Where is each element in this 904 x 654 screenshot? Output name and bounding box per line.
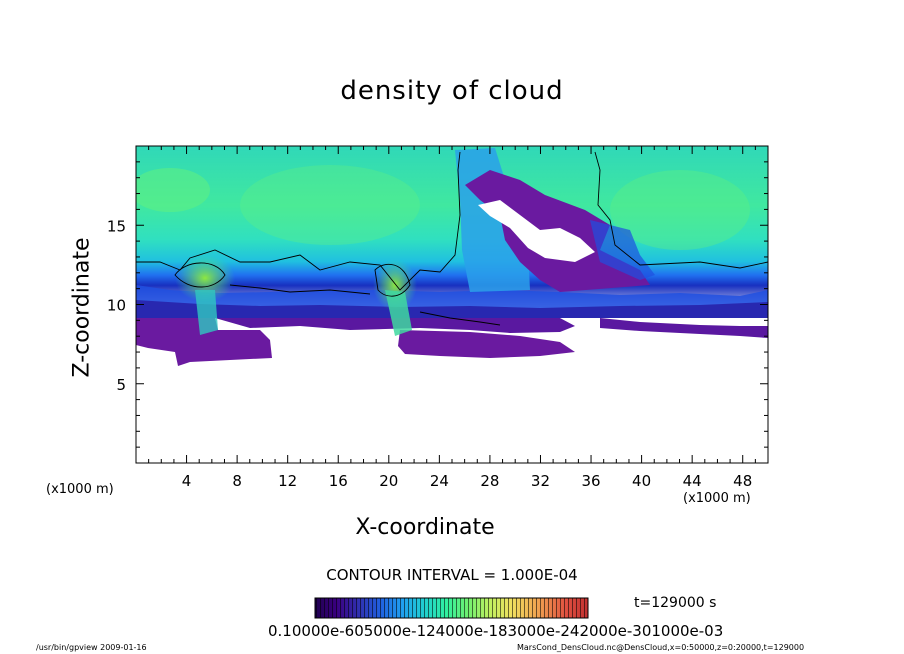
x-tick-label: 28 — [480, 472, 499, 490]
chart-title: density of cloud — [340, 76, 564, 106]
x-tick-label: 48 — [733, 472, 752, 490]
y-axis-ticks: 5 10 15 — [107, 161, 768, 448]
x-tick-label: 4 — [182, 472, 192, 490]
contour-interval-label: CONTOUR INTERVAL = 1.000E-04 — [326, 566, 578, 584]
x-axis-label: X-coordinate — [355, 515, 495, 540]
x-tick-label: 40 — [632, 472, 651, 490]
cloud-patch-upper-right — [610, 170, 750, 250]
cloud-upper-layer — [136, 146, 768, 316]
purple-base-left — [136, 318, 272, 366]
contour-lines — [136, 151, 769, 326]
plume-blue-edge — [590, 220, 655, 280]
x-tick-label: 44 — [683, 472, 702, 490]
x-unit-left: (x1000 m) — [46, 482, 114, 497]
x-tick-label: 32 — [531, 472, 550, 490]
time-label: t=129000 s — [634, 595, 717, 611]
cloud-patch-upper-mid — [240, 165, 420, 245]
colorbar-tick-labels: 0.10000e-605000e-124000e-183000e-242000e… — [268, 622, 724, 640]
x-unit-right: (x1000 m) — [683, 491, 751, 506]
green-cell-left — [175, 254, 235, 302]
cloud-patch-upper-left — [136, 168, 210, 212]
cloud-base-deep-blue — [136, 300, 768, 318]
y-tick-label: 5 — [116, 376, 126, 394]
footer-left: /usr/bin/gpview 2009-01-16 — [36, 643, 147, 652]
heatmap-field — [136, 146, 768, 463]
x-tick-label: 24 — [430, 472, 449, 490]
colorbar-stripes — [315, 598, 588, 618]
y-tick-label: 15 — [107, 217, 126, 235]
x-tick-label: 20 — [379, 472, 398, 490]
colorbar-frame — [314, 597, 589, 619]
purple-base-mid — [398, 330, 575, 358]
green-stem-mid — [385, 290, 412, 336]
footer-right: MarsCond_DensCloud.nc@DensCloud,x=0:5000… — [517, 643, 805, 652]
x-axis-ticks: 4 8 12 16 20 24 28 32 36 40 44 48 — [148, 146, 756, 490]
x-tick-label: 12 — [278, 472, 297, 490]
x-tick-label: 36 — [581, 472, 600, 490]
x-tick-label: 8 — [232, 472, 242, 490]
y-tick-label: 10 — [107, 297, 126, 315]
y-axis-label: Z-coordinate — [69, 237, 95, 378]
green-stem-left — [195, 290, 218, 335]
x-tick-label: 16 — [329, 472, 348, 490]
plume-clear-hole-1 — [478, 200, 595, 262]
purple-fringe-right — [600, 318, 768, 338]
